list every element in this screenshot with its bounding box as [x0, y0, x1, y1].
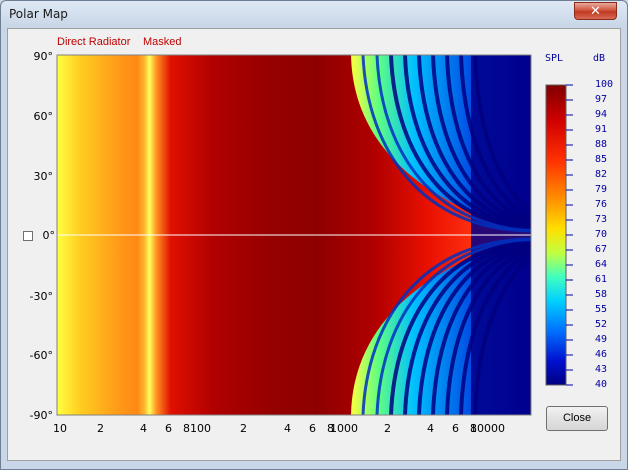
- y-tick-label: -60°: [29, 349, 53, 362]
- window-title: Polar Map: [9, 7, 68, 21]
- colorbar-tick-label: 70: [595, 229, 608, 240]
- colorbar-tick-label: 67: [595, 244, 608, 255]
- x-tick-label: 4: [140, 422, 147, 435]
- lobe-curve: [389, 241, 531, 415]
- x-tick-label: 6: [165, 422, 172, 435]
- lobe-curve: [417, 55, 531, 225]
- zero-degree-checkbox[interactable]: [23, 231, 33, 241]
- close-button[interactable]: Close: [546, 406, 608, 431]
- legend-masked[interactable]: Masked: [143, 36, 182, 48]
- colorbar-tick-label: 85: [595, 154, 608, 165]
- window-close-button[interactable]: ✕: [574, 2, 617, 20]
- lobe-curve: [417, 245, 531, 415]
- colorbar-tick-label: 49: [595, 334, 608, 345]
- y-tick-label: -90°: [29, 409, 53, 422]
- colorbar-tick-label: 82: [595, 169, 608, 180]
- colorbar-tick-label: 76: [595, 199, 608, 210]
- lobe-curve: [473, 254, 531, 415]
- y-tick-label: 0°: [42, 229, 56, 242]
- lobe-curve: [389, 55, 531, 229]
- x-tick-label: 1000: [330, 422, 358, 435]
- colorbar-tick-label: 61: [595, 274, 608, 285]
- y-tick-label: 90°: [33, 50, 54, 63]
- colorbar-tick-label: 100: [595, 79, 614, 90]
- x-tick-label: 2: [97, 422, 104, 435]
- lobe-curve: [403, 243, 531, 415]
- x-tick-label: 10000: [470, 422, 505, 435]
- colorbar-tick-label: 94: [595, 109, 608, 120]
- colorbar-tick-label: 88: [595, 139, 608, 150]
- colorbar-tick-label: 73: [595, 214, 608, 225]
- lobe-curve: [375, 239, 531, 415]
- colorbar-tick-label: 55: [595, 304, 608, 315]
- colorbar-tick-label: 43: [595, 364, 608, 375]
- title-bar[interactable]: Polar Map ✕: [1, 1, 627, 27]
- x-tick-label: 6: [309, 422, 316, 435]
- lobe-curve: [445, 249, 531, 415]
- legend-direct-radiator[interactable]: Direct Radiator: [57, 36, 131, 48]
- plot-frame: [56, 54, 532, 416]
- x-tick-label: 10: [53, 422, 67, 435]
- x-tick-label: 2: [384, 422, 391, 435]
- lobe-curve: [361, 55, 531, 233]
- colorbar-tick-label: 58: [595, 289, 608, 300]
- x-tick-label: 4: [284, 422, 291, 435]
- lobe-curve: [403, 55, 531, 227]
- colorbar-tick-label: 97: [595, 94, 608, 105]
- x-tick-label: 100: [190, 422, 211, 435]
- x-tick-label: 4: [427, 422, 434, 435]
- colorbar-tick-marks: [566, 84, 573, 386]
- lobe-lines: [361, 55, 531, 415]
- colorbar-tick-label: 52: [595, 319, 608, 330]
- lobe-curve: [459, 55, 531, 219]
- y-tick-label: 30°: [33, 170, 54, 183]
- colorbar: [545, 84, 567, 386]
- colorbar-tick-label: 91: [595, 124, 608, 135]
- x-tick-label: 6: [452, 422, 459, 435]
- y-tick-label: -30°: [29, 290, 53, 303]
- colorbar-tick-label: 79: [595, 184, 608, 195]
- colorbar-tick-label: 46: [595, 349, 608, 360]
- colorbar-unit-label: dB: [593, 53, 606, 64]
- lobe-curve: [459, 251, 531, 415]
- lobe-curve: [445, 55, 531, 221]
- lobe-curve: [375, 55, 531, 231]
- x-tick-label: 8: [327, 422, 334, 435]
- y-tick-label: 60°: [33, 110, 54, 123]
- lobe-curve: [431, 55, 531, 223]
- x-tick-label: 2: [240, 422, 247, 435]
- colorbar-tick-label: 40: [595, 379, 608, 390]
- lobe-curve: [431, 247, 531, 415]
- colorbar-tick-label: 64: [595, 259, 608, 270]
- lobe-curve: [473, 55, 531, 216]
- x-tick-label: 8: [183, 422, 190, 435]
- colorbar-spl-label: SPL: [545, 53, 564, 64]
- lobe-curve: [361, 237, 531, 415]
- x-tick-label: 8: [470, 422, 477, 435]
- heatmap-area[interactable]: [57, 55, 533, 415]
